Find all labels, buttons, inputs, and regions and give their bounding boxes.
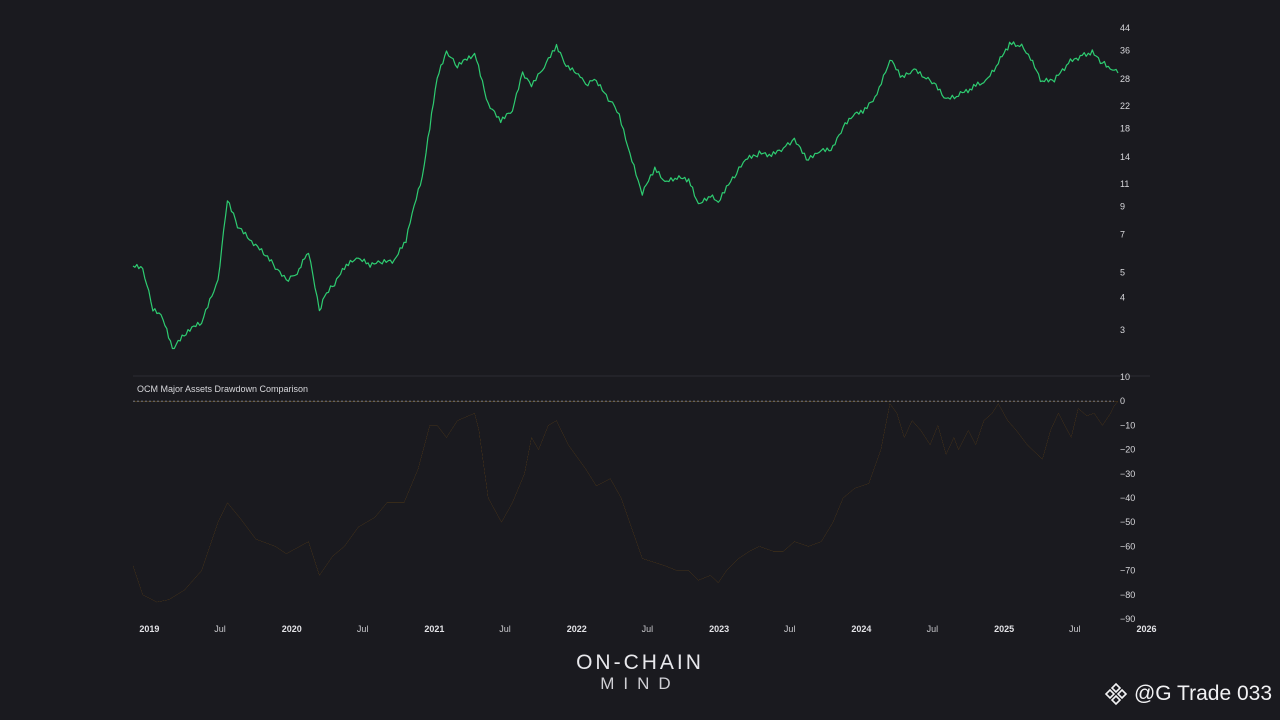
logo-line-1: ON-CHAIN xyxy=(576,651,704,674)
price-tick-label: 28 xyxy=(1120,74,1130,84)
price-line-group xyxy=(132,41,1119,350)
month-tick-label: Jul xyxy=(927,624,939,634)
price-tick-label: 44 xyxy=(1120,23,1130,33)
month-tick-label: Jul xyxy=(214,624,226,634)
drawdown-tick-label: −10 xyxy=(1120,420,1135,430)
year-tick-label: 2025 xyxy=(994,624,1014,634)
drawdown-tick-label: −90 xyxy=(1120,614,1135,624)
month-tick-label: Jul xyxy=(499,624,511,634)
drawdown-tick-label: −20 xyxy=(1120,445,1135,455)
drawdown-tick-label: 0 xyxy=(1120,396,1125,406)
month-tick-label: Jul xyxy=(357,624,369,634)
year-tick-label: 2026 xyxy=(1136,624,1156,634)
price-tick-label: 22 xyxy=(1120,101,1130,111)
drawdown-panel-title: OCM Major Assets Drawdown Comparison xyxy=(137,384,308,394)
drawdown-areas xyxy=(133,401,1118,603)
month-tick-label: Jul xyxy=(784,624,796,634)
price-y-axis: 44 36 28 22 18 14 11 9 7 5 4 3 xyxy=(1120,23,1130,335)
price-tick-label: 4 xyxy=(1120,293,1125,303)
price-tick-label: 11 xyxy=(1120,179,1129,189)
on-chain-mind-logo: ON-CHAIN MIND xyxy=(540,652,740,694)
drawdown-y-axis: 10 0 −10 −20 −30 −40 −50 −60 −70 −80 −90 xyxy=(1120,372,1135,624)
year-tick-label: 2021 xyxy=(424,624,444,634)
price-panel: 44 36 28 22 18 14 11 9 7 5 4 3 xyxy=(132,23,1130,350)
logo-line-2: MIND xyxy=(600,674,680,693)
price-tick-label: 5 xyxy=(1120,268,1125,278)
price-tick-label: 14 xyxy=(1120,152,1130,162)
price-tick-label: 18 xyxy=(1120,124,1130,134)
year-tick-label: 2020 xyxy=(282,624,302,634)
binance-diamond-icon xyxy=(1104,682,1128,706)
drawdown-tick-label: −30 xyxy=(1120,469,1135,479)
year-tick-label: 2024 xyxy=(851,624,871,634)
price-line xyxy=(132,41,1119,350)
year-tick-label: 2019 xyxy=(139,624,159,634)
month-tick-label: Jul xyxy=(642,624,654,634)
drawdown-panel: OCM Major Assets Drawdown Comparison 10 0… xyxy=(133,372,1135,624)
drawdown-tick-label: −50 xyxy=(1120,517,1135,527)
year-tick-label: 2023 xyxy=(709,624,729,634)
time-x-axis: 2019 Jul 2020 Jul 2021 Jul 2022 Jul 2023 Jul 2024 J… xyxy=(139,624,1156,634)
month-tick-label: Jul xyxy=(1069,624,1081,634)
drawdown-tick-label: 10 xyxy=(1120,372,1130,382)
drawdown-area-dark xyxy=(133,401,1118,603)
price-tick-label: 3 xyxy=(1120,325,1125,335)
price-tick-label: 9 xyxy=(1120,201,1125,211)
drawdown-tick-label: −40 xyxy=(1120,493,1135,503)
price-tick-label: 7 xyxy=(1120,230,1125,240)
drawdown-tick-label: −60 xyxy=(1120,541,1135,551)
drawdown-tick-label: −80 xyxy=(1120,590,1135,600)
price-tick-label: 36 xyxy=(1120,46,1130,56)
watermark-text: @G Trade 033 xyxy=(1133,682,1272,705)
drawdown-tick-label: −70 xyxy=(1120,566,1135,576)
watermark: @G Trade 033 xyxy=(1104,682,1272,706)
year-tick-label: 2022 xyxy=(567,624,587,634)
